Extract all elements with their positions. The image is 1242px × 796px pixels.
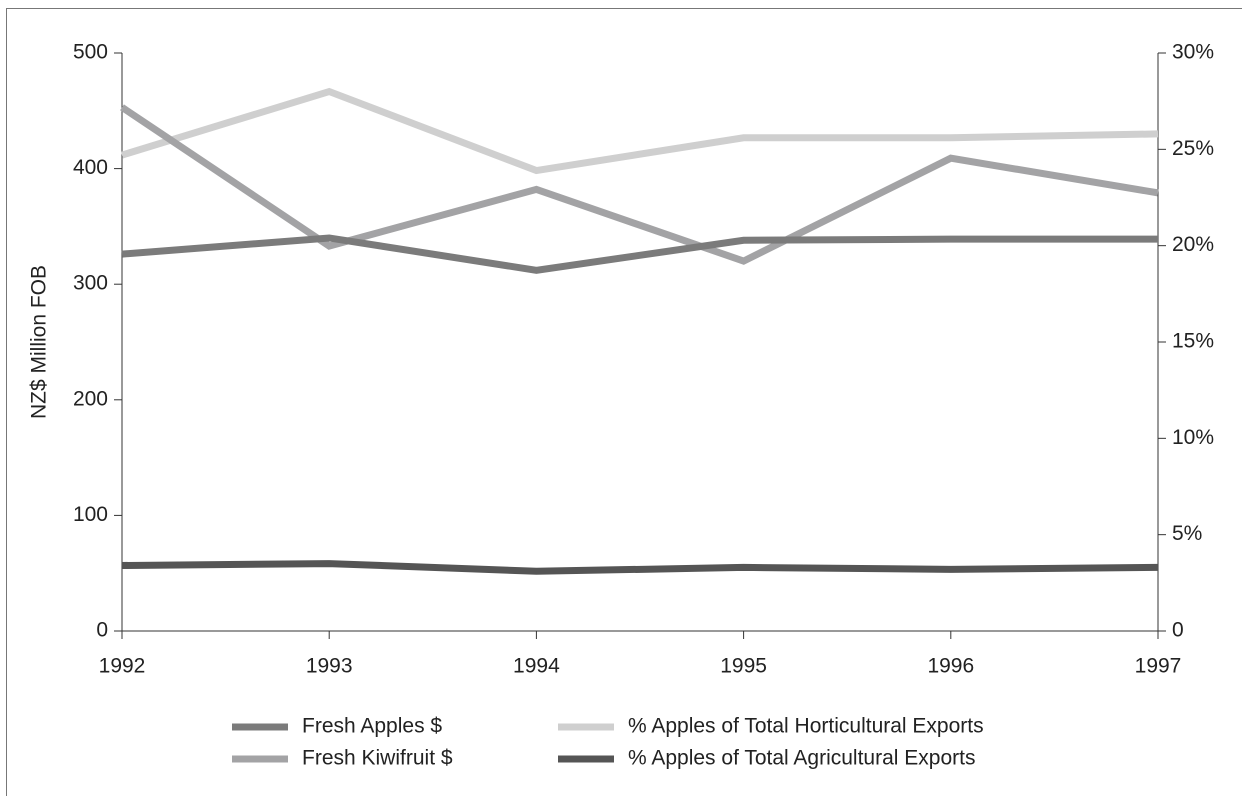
y2-tick-label: 15% xyxy=(1172,330,1214,353)
frame xyxy=(6,8,1242,796)
y2-tick-label: 25% xyxy=(1172,137,1214,160)
series-line xyxy=(121,560,1159,575)
series-line xyxy=(120,87,1159,175)
y2-tick-label: 5% xyxy=(1172,522,1202,545)
x-tick-label: 1995 xyxy=(720,655,767,678)
y-tick-label: 200 xyxy=(73,387,108,410)
y-tick-label: 0 xyxy=(96,619,108,642)
y2-tick-label: 20% xyxy=(1172,233,1214,256)
x-tick-label: 1993 xyxy=(306,655,353,678)
x-tick-label: 1994 xyxy=(513,655,560,678)
y2-tick-label: 0 xyxy=(1172,619,1184,642)
y-axis-label: NZ$ Million FOB xyxy=(28,265,51,419)
y-tick-label: 400 xyxy=(73,156,108,179)
series-line xyxy=(121,234,1158,274)
y2-tick-label: 30% xyxy=(1172,41,1214,64)
legend-label: Fresh Kiwifruit $ xyxy=(302,747,453,770)
y-tick-label: 300 xyxy=(73,272,108,295)
legend-label: Fresh Apples $ xyxy=(302,715,442,738)
series-line xyxy=(120,104,1159,265)
y-tick-label: 100 xyxy=(73,503,108,526)
x-tick-label: 1997 xyxy=(1135,655,1182,678)
x-tick-label: 1996 xyxy=(927,655,974,678)
legend-label: % Apples of Total Agricultural Exports xyxy=(628,747,975,770)
y2-tick-label: 10% xyxy=(1172,426,1214,449)
y-tick-label: 500 xyxy=(73,41,108,64)
legend-label: % Apples of Total Horticultural Exports xyxy=(628,715,984,738)
x-tick-label: 1992 xyxy=(99,655,146,678)
